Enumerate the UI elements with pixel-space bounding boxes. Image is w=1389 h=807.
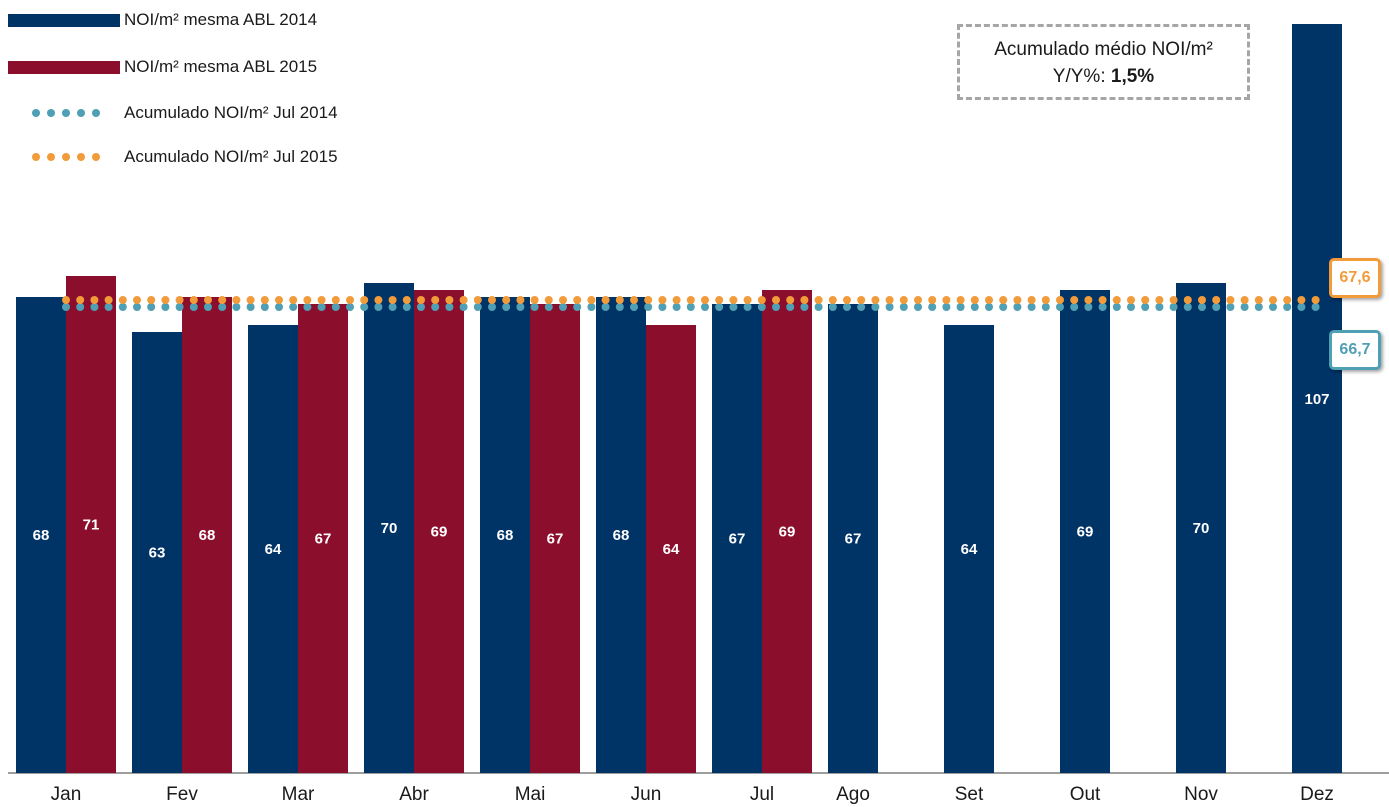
data-label-jun-2015: 64 (663, 541, 680, 558)
legend-item-2014: NOI/m² mesma ABL 2014 (0, 8, 317, 32)
annotation-prefix: Y/Y%: (1052, 66, 1111, 87)
bar-mai-2015 (530, 304, 580, 773)
annotation-line2: Y/Y%: 1,5% (960, 63, 1247, 90)
x-tick-label-abr: Abr (399, 784, 429, 805)
data-label-mar-2015: 67 (315, 531, 332, 548)
data-label-mai-2014: 68 (497, 527, 514, 544)
legend-swatch-2014 (8, 13, 120, 27)
legend-dots-acc-2014 (8, 109, 120, 117)
reference-line-2014 (62, 303, 1320, 311)
x-tick-label-ago: Ago (836, 784, 870, 805)
x-tick-label-jun: Jun (631, 784, 662, 805)
x-tick-label-out: Out (1070, 784, 1101, 805)
data-label-ago-2014: 67 (845, 531, 862, 548)
data-label-fev-2015: 68 (199, 527, 216, 544)
bar-jun-2015 (646, 325, 696, 773)
legend-label-2014: NOI/m² mesma ABL 2014 (124, 10, 318, 29)
data-label-jan-2015: 71 (83, 517, 100, 534)
legend-item-acc-2015: Acumulado NOI/m² Jul 2015 (0, 145, 338, 169)
bar-dez-2014 (1292, 24, 1342, 773)
bar-ago-2014 (828, 304, 878, 773)
legend-swatch-2015 (8, 60, 120, 74)
data-label-set-2014: 64 (961, 541, 978, 558)
x-tick-label-dez: Dez (1300, 784, 1334, 805)
data-label-mar-2014: 64 (265, 541, 282, 558)
bar-set-2014 (944, 325, 994, 773)
data-label-dez-2014: 107 (1304, 391, 1329, 408)
data-label-nov-2014: 70 (1193, 520, 1210, 537)
legend-item-2015: NOI/m² mesma ABL 2015 (0, 55, 317, 79)
bar-abr-2015 (414, 290, 464, 773)
data-label-fev-2014: 63 (149, 545, 166, 562)
data-label-abr-2014: 70 (381, 520, 398, 537)
bar-jul-2014 (712, 304, 762, 773)
bar-nov-2014 (1176, 283, 1226, 773)
x-tick-label-jan: Jan (51, 784, 82, 805)
bar-out-2014 (1060, 290, 1110, 773)
data-label-abr-2015: 69 (431, 524, 448, 541)
legend-label-acc-2015: Acumulado NOI/m² Jul 2015 (124, 147, 338, 166)
bar-jan-2015 (66, 276, 116, 773)
annotation-box: Acumulado médio NOI/m² Y/Y%: 1,5% (957, 24, 1250, 100)
annotation-line1: Acumulado médio NOI/m² (994, 39, 1213, 60)
legend-label-2015: NOI/m² mesma ABL 2015 (124, 57, 318, 76)
legend-item-acc-2014: Acumulado NOI/m² Jul 2014 (0, 101, 338, 125)
bar-abr-2014 (364, 283, 414, 773)
data-label-mai-2015: 67 (547, 531, 564, 548)
bar-jun-2014 (596, 297, 646, 773)
data-label-jul-2015: 69 (779, 524, 796, 541)
data-label-jun-2014: 68 (613, 527, 630, 544)
bar-mai-2014 (480, 297, 530, 773)
legend-dots-acc-2015 (8, 153, 120, 161)
reference-line-2015 (62, 296, 1320, 304)
x-tick-label-set: Set (955, 784, 984, 805)
x-tick-label-jul: Jul (750, 784, 774, 805)
bar-jul-2015 (762, 290, 812, 773)
data-label-jan-2014: 68 (33, 527, 50, 544)
bar-mar-2015 (298, 304, 348, 773)
ref-badge-2015: 67,6 (1329, 258, 1381, 298)
bar-fev-2014 (132, 332, 182, 773)
legend-label-acc-2014: Acumulado NOI/m² Jul 2014 (124, 103, 338, 122)
data-label-out-2014: 69 (1077, 524, 1094, 541)
bar-fev-2015 (182, 297, 232, 773)
x-tick-label-mai: Mai (515, 784, 546, 805)
x-tick-label-nov: Nov (1184, 784, 1218, 805)
annotation-value: 1,5% (1110, 66, 1155, 87)
x-tick-label-mar: Mar (282, 784, 315, 805)
ref-badge-2014: 66,7 (1329, 330, 1381, 370)
bar-jan-2014 (16, 297, 66, 773)
x-tick-label-fev: Fev (166, 784, 198, 805)
bar-mar-2014 (248, 325, 298, 773)
data-label-jul-2014: 67 (729, 531, 746, 548)
